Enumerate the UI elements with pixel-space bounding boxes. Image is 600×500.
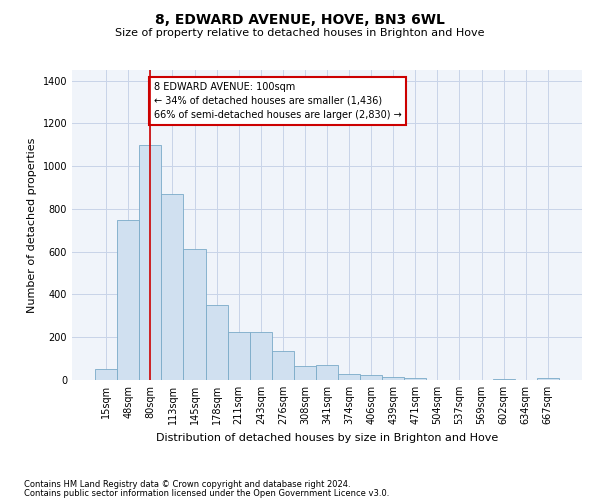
Bar	[95, 370, 117, 380]
Bar	[250, 332, 272, 380]
Bar	[294, 366, 316, 380]
Bar	[493, 379, 515, 380]
Bar	[161, 194, 184, 380]
Bar	[206, 305, 227, 380]
Bar	[338, 374, 360, 380]
Bar	[227, 332, 250, 380]
Bar	[117, 220, 139, 380]
Text: Contains public sector information licensed under the Open Government Licence v3: Contains public sector information licen…	[24, 489, 389, 498]
Bar	[184, 248, 206, 380]
Bar	[404, 378, 427, 380]
Text: Size of property relative to detached houses in Brighton and Hove: Size of property relative to detached ho…	[115, 28, 485, 38]
Y-axis label: Number of detached properties: Number of detached properties	[27, 138, 37, 312]
Text: Contains HM Land Registry data © Crown copyright and database right 2024.: Contains HM Land Registry data © Crown c…	[24, 480, 350, 489]
Bar	[382, 377, 404, 380]
Bar	[537, 378, 559, 380]
Text: 8 EDWARD AVENUE: 100sqm
← 34% of detached houses are smaller (1,436)
66% of semi: 8 EDWARD AVENUE: 100sqm ← 34% of detache…	[154, 82, 401, 120]
Bar	[360, 376, 382, 380]
Bar	[139, 145, 161, 380]
Bar	[316, 365, 338, 380]
Bar	[272, 351, 294, 380]
X-axis label: Distribution of detached houses by size in Brighton and Hove: Distribution of detached houses by size …	[156, 432, 498, 442]
Text: 8, EDWARD AVENUE, HOVE, BN3 6WL: 8, EDWARD AVENUE, HOVE, BN3 6WL	[155, 12, 445, 26]
